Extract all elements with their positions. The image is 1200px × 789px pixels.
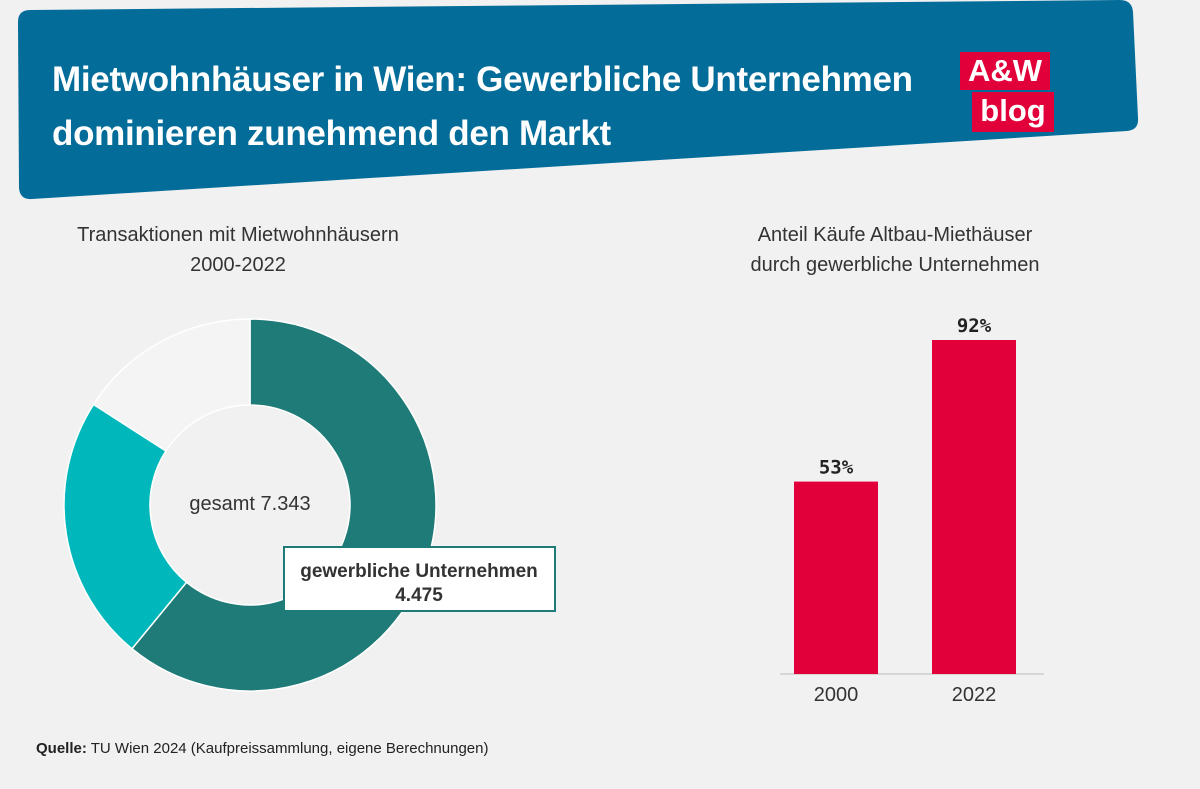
bar-2022 — [932, 340, 1016, 674]
source-label: Quelle: — [36, 740, 87, 757]
aw-blog-logo: A&W blog — [958, 52, 1058, 134]
callout-box — [283, 546, 556, 612]
callout-value: 4.475 — [395, 585, 443, 606]
bar-value-label-2022: 92% — [957, 315, 992, 337]
donut-slice-2 — [63, 403, 188, 650]
donut-chart: gesamt 7.343 gewerbliche Unternehmen 4.4… — [63, 318, 556, 692]
page-title-line-2: dominieren zunehmend den Markt — [52, 114, 611, 153]
logo-blog-text: blog — [972, 92, 1054, 132]
x-tick-label-2000: 2000 — [814, 684, 859, 706]
source-note: Quelle: TU Wien 2024 (Kaufpreissammlung,… — [36, 740, 488, 757]
bar-chart: 53% 2000 92% 2022 — [780, 315, 1044, 706]
logo-aw-text: A&W — [960, 52, 1050, 90]
bar-title-line-2: durch gewerbliche Unternehmen — [750, 254, 1040, 276]
bar-marks: 53% 2000 92% 2022 — [780, 315, 1044, 706]
bar-value-label-2000: 53% — [819, 457, 854, 479]
donut-chart-title: Transaktionen mit Mietwohnhäusern 2000-2… — [38, 220, 438, 280]
callout-name: gewerbliche Unternehmen — [300, 561, 538, 582]
header-banner — [18, 0, 1139, 200]
source-text: TU Wien 2024 (Kaufpreissammlung, eigene … — [86, 740, 489, 757]
donut-slice-3 — [92, 318, 251, 452]
donut-title-line-2: 2000-2022 — [190, 254, 286, 276]
page-title-line-1: Mietwohnhäuser in Wien: Gewerbliche Unte… — [52, 60, 913, 99]
bar-chart-title: Anteil Käufe Altbau-Miethäuser durch gew… — [690, 220, 1100, 280]
bar-2000 — [794, 481, 878, 674]
donut-callout: gewerbliche Unternehmen 4.475 — [283, 546, 556, 612]
donut-center-label: gesamt 7.343 — [189, 493, 310, 515]
x-tick-label-2022: 2022 — [952, 684, 997, 706]
bar-title-line-1: Anteil Käufe Altbau-Miethäuser — [757, 224, 1033, 246]
donut-title-line-1: Transaktionen mit Mietwohnhäusern — [77, 224, 399, 246]
